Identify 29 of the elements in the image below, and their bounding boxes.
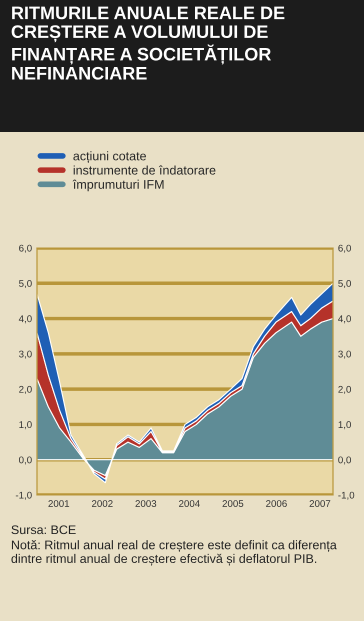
- y-tick-label: 3,0: [18, 350, 32, 359]
- y2-tick-label: 3,0: [338, 350, 351, 359]
- y2-tick-label: 5,0: [338, 280, 351, 288]
- y-tick-label: -1,0: [16, 492, 32, 500]
- legend-label: acțiuni cotate: [73, 151, 146, 163]
- y-tick-label: 0,0: [19, 456, 32, 464]
- x-tick-label: 2004: [179, 500, 200, 507]
- y2-tick-label: 4,0: [338, 315, 351, 324]
- x-tick-label: 2001: [48, 500, 70, 507]
- text: Notă: Ritmul anual real de creștere este definit ca diferența dintre ritmul anual de creștere efectivă și deflatorul PIB.: [11, 540, 337, 566]
- y-tick-label: 5,0: [19, 280, 32, 288]
- legend-label: împrumuturi IFM: [72, 180, 164, 192]
- y-tick-label: 6,0: [19, 244, 32, 253]
- legend-label: instrumente de îndatorare: [74, 165, 216, 175]
- y-tick-label: 4,0: [18, 315, 32, 324]
- text: Sursa: BCE: [11, 525, 76, 534]
- y2-tick-label: -1,0: [338, 492, 354, 500]
- y2-tick-label: 1,0: [338, 421, 351, 430]
- x-tick-label: 2003: [136, 500, 156, 507]
- y2-tick-label: 0,0: [338, 456, 351, 464]
- x-tick-label: 2002: [92, 500, 113, 507]
- x-tick-label: 2006: [266, 500, 287, 507]
- chart-title: RITMURILE ANUALE REALE DE CREȘTERE A VOLUMULUI DE FINANȚARE A SOCIETĂȚILOR NEFINANCIARE: [12, 6, 284, 80]
- y2-tick-label: 6,0: [338, 244, 351, 253]
- x-tick-label: 2007: [310, 500, 330, 507]
- y2-tick-label: 2,0: [338, 386, 351, 394]
- x-tick-label: 2005: [222, 500, 244, 507]
- y-tick-label: 2,0: [19, 386, 32, 394]
- y-tick-label: 1,0: [19, 421, 32, 430]
